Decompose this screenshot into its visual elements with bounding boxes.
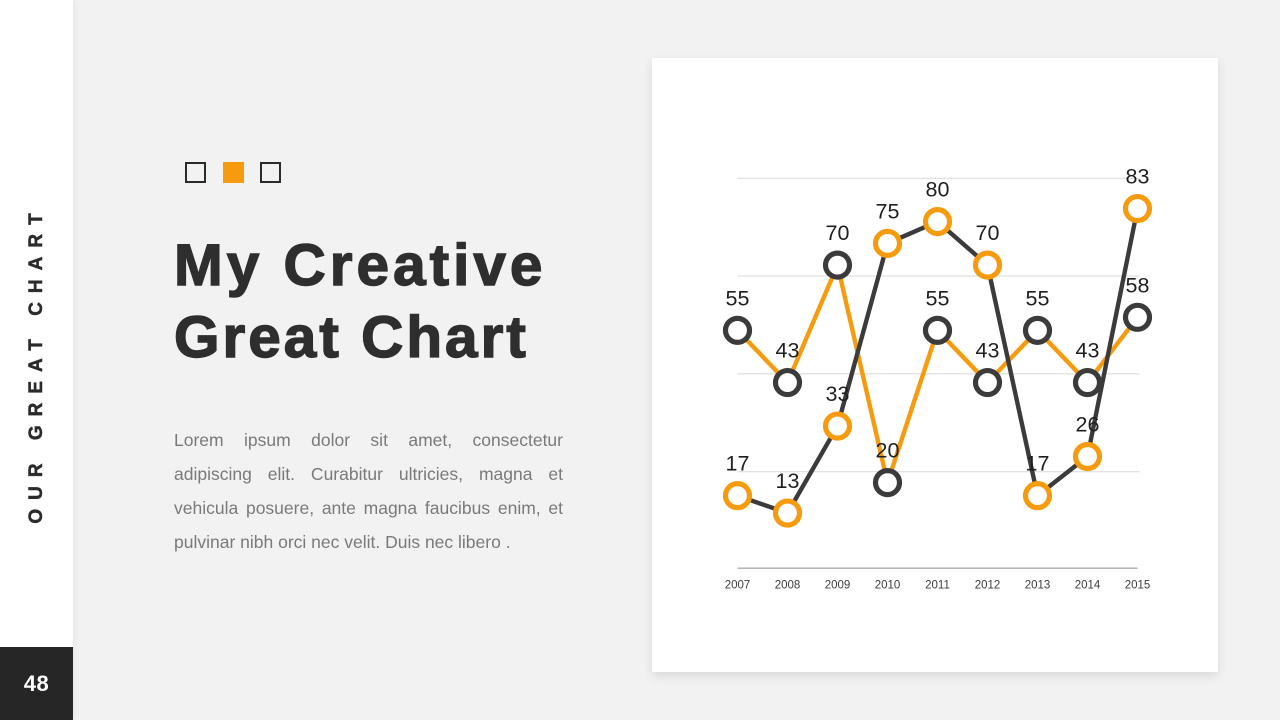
svg-text:2010: 2010 bbox=[875, 579, 901, 591]
svg-text:2013: 2013 bbox=[1025, 579, 1051, 591]
svg-text:17: 17 bbox=[1026, 452, 1050, 476]
svg-text:2007: 2007 bbox=[725, 579, 751, 591]
svg-text:2015: 2015 bbox=[1125, 579, 1151, 591]
svg-text:83: 83 bbox=[1126, 165, 1150, 189]
svg-text:2014: 2014 bbox=[1075, 579, 1101, 591]
svg-text:80: 80 bbox=[926, 178, 950, 202]
svg-text:2009: 2009 bbox=[825, 579, 851, 591]
svg-text:58: 58 bbox=[1126, 273, 1150, 297]
svg-text:2008: 2008 bbox=[775, 579, 801, 591]
svg-text:55: 55 bbox=[1026, 286, 1050, 310]
svg-text:55: 55 bbox=[926, 286, 950, 310]
svg-text:43: 43 bbox=[776, 339, 800, 363]
svg-text:17: 17 bbox=[726, 452, 750, 476]
svg-text:20: 20 bbox=[876, 439, 900, 463]
svg-text:75: 75 bbox=[876, 199, 900, 223]
svg-text:43: 43 bbox=[976, 339, 1000, 363]
svg-text:55: 55 bbox=[726, 286, 750, 310]
svg-text:13: 13 bbox=[776, 469, 800, 493]
svg-text:33: 33 bbox=[826, 382, 850, 406]
svg-text:2012: 2012 bbox=[975, 579, 1001, 591]
svg-text:70: 70 bbox=[826, 221, 850, 245]
svg-text:70: 70 bbox=[976, 221, 1000, 245]
svg-text:43: 43 bbox=[1076, 339, 1100, 363]
svg-text:26: 26 bbox=[1076, 413, 1100, 437]
svg-text:2011: 2011 bbox=[925, 579, 950, 591]
